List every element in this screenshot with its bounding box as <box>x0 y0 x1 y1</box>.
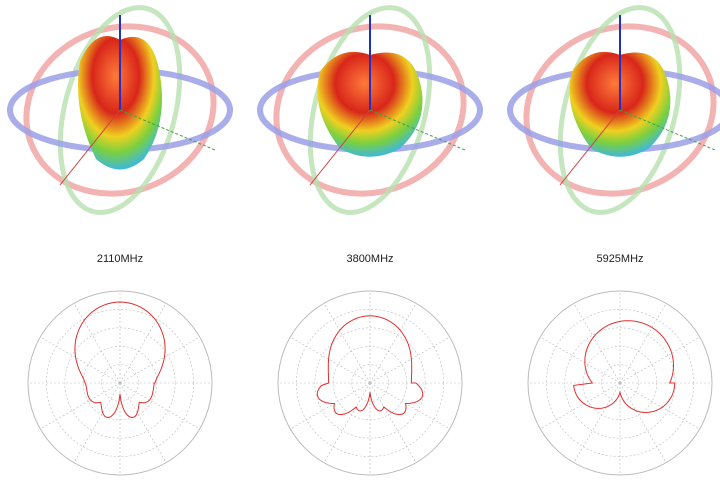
polar-spoke <box>73 303 121 384</box>
axis-y <box>119 109 216 151</box>
polar-spoke <box>619 382 700 430</box>
panel-label: 3800MHz <box>346 253 393 265</box>
pattern-curve <box>316 315 424 416</box>
polar-ring <box>314 327 426 439</box>
polar-spoke <box>119 336 200 384</box>
pattern-curve <box>74 301 166 419</box>
polar-spoke <box>369 336 450 384</box>
polar-spoke <box>619 303 667 384</box>
polar-spoke <box>290 336 371 384</box>
polar-spoke <box>119 382 200 430</box>
polar-spoke <box>369 303 417 384</box>
polar-spoke <box>573 382 621 463</box>
axis-y <box>619 109 716 151</box>
polar-spoke <box>573 303 621 384</box>
polar-spoke <box>73 382 121 463</box>
axis-x <box>309 109 371 186</box>
polar-spoke <box>119 382 167 463</box>
polar-spoke <box>619 336 700 384</box>
polar-ring <box>351 364 389 402</box>
polar-ring <box>527 290 713 476</box>
polar-ring <box>64 327 176 439</box>
polar-spoke <box>40 382 121 430</box>
polar-spoke <box>369 382 417 463</box>
ring-red <box>273 23 467 197</box>
panel-label: 2110MHz <box>97 253 143 265</box>
axis-x <box>59 109 121 186</box>
polar-spoke <box>540 336 621 384</box>
polar-spoke <box>40 336 121 384</box>
polar-spoke <box>119 303 167 384</box>
ring-red <box>523 23 717 197</box>
polar-ring <box>101 364 139 402</box>
polar-spoke <box>369 382 450 430</box>
ring-green <box>307 5 433 215</box>
axis-y <box>369 109 466 151</box>
polar-spoke <box>619 382 667 463</box>
polar-spoke <box>323 303 371 384</box>
polar-spoke <box>540 382 621 430</box>
pattern-curve <box>573 320 676 414</box>
ring-green <box>57 5 183 215</box>
polar-spoke <box>290 382 371 430</box>
polar-ring <box>27 290 213 476</box>
ring-green <box>557 5 683 215</box>
polar-spoke <box>323 382 371 463</box>
panel-label: 5925MHz <box>596 253 643 265</box>
polar-ring <box>277 290 463 476</box>
polar-ring <box>601 364 639 402</box>
ring-red <box>23 23 217 197</box>
axis-x <box>559 109 621 186</box>
